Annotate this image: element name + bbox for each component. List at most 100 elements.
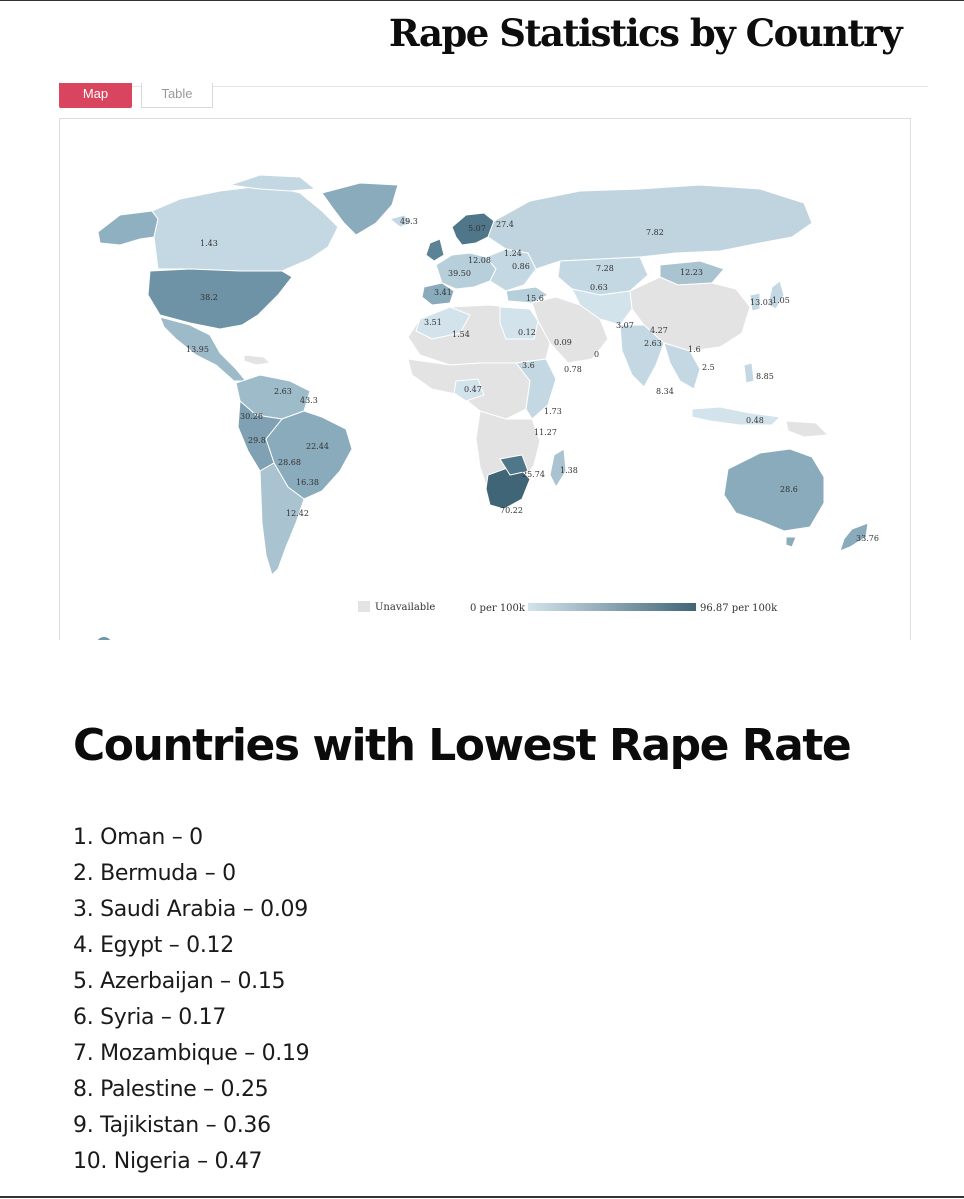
region-argentina-chile [259, 462, 305, 576]
map-value-label: 22.44 [306, 442, 329, 451]
map-value-label: 28.6 [780, 485, 798, 494]
region-southeast-asia [663, 342, 701, 390]
list-item: 6. Syria – 0.17 [73, 1005, 227, 1030]
map-value-label: 0.63 [590, 283, 608, 292]
map-value-label: 30.26 [240, 412, 263, 421]
legend-gradient-bar [528, 603, 696, 611]
region-russia [487, 184, 813, 270]
tab-map[interactable]: Map [59, 83, 132, 108]
region-turkey [505, 286, 549, 304]
map-value-label: 2.63 [644, 339, 662, 348]
list-item: 5. Azerbaijan – 0.15 [73, 969, 286, 994]
map-value-label: 25.74 [522, 470, 545, 479]
map-value-label: 29.8 [248, 436, 266, 445]
list-item: 9. Tajikistan – 0.36 [73, 1113, 271, 1138]
map-value-label: 0.47 [464, 385, 482, 394]
region-australia [723, 448, 825, 532]
legend-max-label: 96.87 per 100k [700, 603, 778, 614]
legend-min-label: 0 per 100k [470, 603, 526, 614]
header-divider [60, 86, 928, 87]
map-value-label: 13.03 [750, 298, 773, 307]
region-morocco-algeria [415, 306, 471, 340]
map-value-label: 2.63 [274, 387, 292, 396]
map-value-label: 1.05 [772, 296, 790, 305]
map-value-label: 12.23 [680, 268, 703, 277]
region-india [619, 324, 665, 388]
list-item: 3. Saudi Arabia – 0.09 [73, 897, 308, 922]
map-value-label: 28.68 [278, 458, 301, 467]
list-item: 4. Egypt – 0.12 [73, 933, 234, 958]
region-mexico [159, 316, 248, 382]
map-value-label: 5.07 [468, 224, 486, 233]
map-value-label: 0.09 [554, 338, 572, 347]
region-east-africa [515, 358, 557, 420]
map-value-label: 0 [594, 350, 599, 359]
region-canada-islands [229, 174, 317, 192]
region-iceland [388, 214, 413, 228]
region-new-zealand [839, 522, 869, 552]
map-value-label: 11.27 [534, 428, 557, 437]
map-value-label: 13.95 [186, 345, 209, 354]
map-value-label: 49.3 [400, 217, 418, 226]
map-value-label: 0.86 [512, 262, 530, 271]
map-value-label: 1.54 [452, 330, 470, 339]
lowest-rate-list: 1. Oman – 0 2. Bermuda – 0 3. Saudi Arab… [73, 820, 310, 1180]
region-iberia [421, 282, 455, 306]
frame-bottom-border [0, 1196, 964, 1198]
list-item: 7. Mozambique – 0.19 [73, 1041, 310, 1066]
legend-unavailable-label: Unavailable [375, 602, 435, 613]
region-philippines [743, 362, 755, 384]
legend-unavailable-swatch [358, 601, 370, 612]
map-value-label: 1.6 [688, 345, 701, 354]
world-choropleth-map[interactable]: 1.43 49.3 5.07 27.4 7.82 38.2 12.08 1.24 0.86 7.2… [60, 119, 911, 648]
region-japan [767, 280, 785, 310]
region-alaska [97, 210, 159, 246]
map-value-label: 7.28 [596, 264, 614, 273]
region-greenland [321, 182, 399, 236]
map-value-label: 70.22 [500, 506, 523, 515]
region-caribbean [243, 354, 272, 366]
page-title: Rape Statistics by Country [388, 11, 903, 55]
map-value-label: 12.42 [286, 509, 309, 518]
map-value-label: 0.48 [746, 416, 764, 425]
region-canada [151, 184, 339, 272]
region-korea [749, 292, 761, 312]
region-iran-pakistan [571, 288, 633, 326]
map-value-label: 8.34 [656, 387, 674, 396]
region-nigeria [453, 378, 485, 402]
map-value-label: 8.85 [756, 372, 774, 381]
region-madagascar [549, 448, 567, 489]
list-item: 8. Palestine – 0.25 [73, 1077, 269, 1102]
map-value-label: 1.43 [200, 239, 218, 248]
map-value-label: 3.41 [434, 288, 452, 297]
tab-table[interactable]: Table [141, 83, 213, 108]
map-value-label: 1.73 [544, 407, 562, 416]
region-tasmania [785, 536, 797, 548]
map-value-label: 0.12 [518, 328, 536, 337]
map-value-label: 3.6 [522, 361, 535, 370]
map-panel: 1.43 49.3 5.07 27.4 7.82 38.2 12.08 1.24 0.86 7.2… [59, 118, 911, 648]
map-value-label: 0.78 [564, 365, 582, 374]
map-value-label: 43.3 [300, 396, 318, 405]
list-item: 10. Nigeria – 0.47 [73, 1149, 263, 1174]
map-value-label: 16.38 [296, 478, 319, 487]
map-value-label: 3.51 [424, 318, 442, 327]
list-item: 2. Bermuda – 0 [73, 861, 236, 886]
list-item: 1. Oman – 0 [73, 825, 203, 850]
map-value-label: 33.76 [856, 534, 879, 543]
map-value-label: 1.24 [504, 249, 522, 258]
map-value-label: 12.08 [468, 256, 491, 265]
map-value-label: 1.38 [560, 466, 578, 475]
region-botswana [499, 454, 529, 476]
map-value-label: 4.27 [650, 326, 668, 335]
region-egypt [499, 306, 539, 340]
region-indonesia [691, 406, 782, 426]
map-value-label: 38.2 [200, 293, 218, 302]
map-crop-cover [0, 640, 964, 660]
map-value-label: 39.50 [448, 269, 471, 278]
region-png [785, 420, 830, 438]
lowest-rate-title: Countries with Lowest Rape Rate [73, 720, 852, 771]
frame-top-border [0, 0, 964, 1]
map-value-label: 7.82 [646, 228, 664, 237]
region-usa [147, 268, 293, 330]
